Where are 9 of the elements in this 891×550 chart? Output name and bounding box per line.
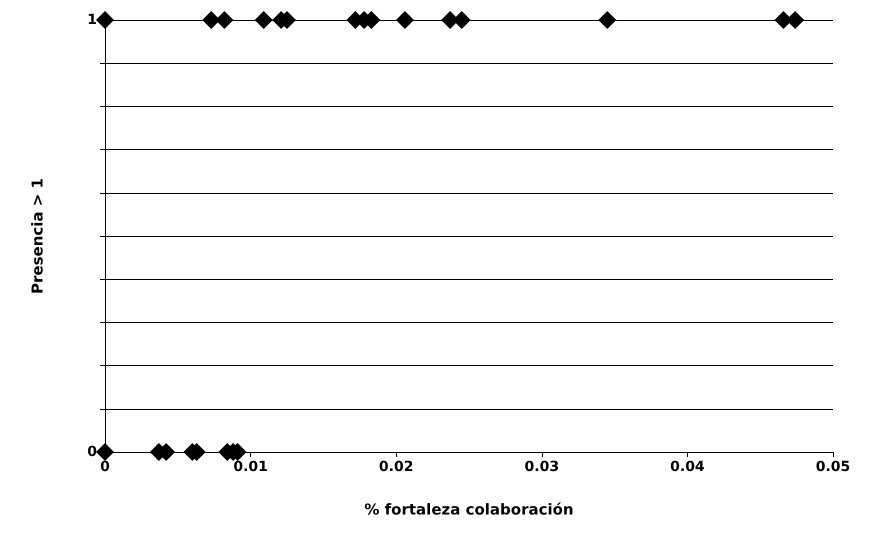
x-tick-label: 0.01 (233, 459, 268, 475)
y-axis-title: Presencia > 1 (28, 178, 46, 294)
x-tick-label: 0.02 (378, 459, 414, 475)
x-tick-label: 0.05 (816, 459, 850, 475)
x-axis-title: % fortaleza colaboración (364, 500, 574, 518)
x-tick-label: 0.03 (524, 459, 560, 475)
y-tick-label: 1 (87, 12, 97, 28)
x-tick-label: 0.04 (670, 459, 705, 475)
x-tick-label: 0 (100, 459, 110, 475)
